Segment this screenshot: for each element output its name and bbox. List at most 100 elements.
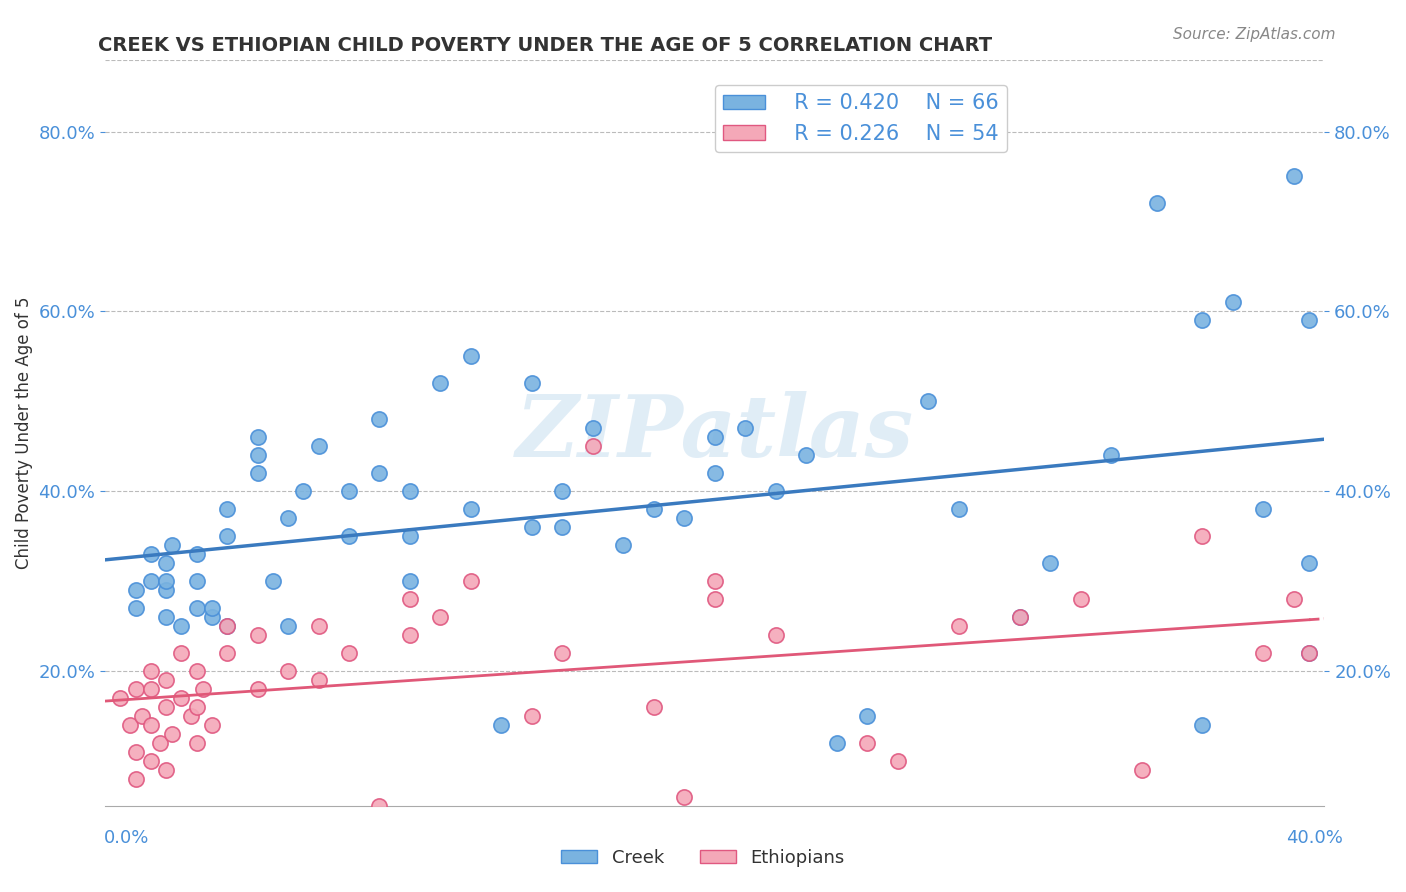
- Point: [551, 646, 574, 660]
- Y-axis label: Child Poverty Under the Age of 5: Child Poverty Under the Age of 5: [15, 296, 32, 569]
- Point: [217, 619, 239, 633]
- Point: [139, 681, 162, 696]
- Point: [217, 529, 239, 543]
- Point: [217, 646, 239, 660]
- Text: ZIPatlas: ZIPatlas: [516, 391, 914, 475]
- Point: [308, 619, 330, 633]
- Point: [155, 582, 177, 597]
- Point: [124, 681, 146, 696]
- Point: [217, 502, 239, 516]
- Point: [186, 547, 208, 561]
- Point: [337, 646, 360, 660]
- Point: [1008, 610, 1031, 624]
- Point: [886, 754, 908, 768]
- Point: [734, 421, 756, 435]
- Point: [703, 466, 725, 480]
- Point: [155, 610, 177, 624]
- Point: [131, 708, 153, 723]
- Point: [399, 529, 422, 543]
- Point: [1099, 448, 1122, 462]
- Point: [201, 717, 224, 731]
- Point: [1298, 646, 1320, 660]
- Point: [160, 727, 183, 741]
- Text: Source: ZipAtlas.com: Source: ZipAtlas.com: [1173, 27, 1336, 42]
- Point: [1130, 763, 1153, 777]
- Point: [337, 529, 360, 543]
- Point: [703, 430, 725, 444]
- Point: [186, 664, 208, 678]
- Point: [368, 466, 391, 480]
- Point: [856, 736, 879, 750]
- Point: [460, 502, 482, 516]
- Point: [1253, 502, 1275, 516]
- Point: [460, 574, 482, 588]
- Point: [308, 673, 330, 687]
- Point: [308, 439, 330, 453]
- Point: [399, 574, 422, 588]
- Legend:   R = 0.420    N = 66,   R = 0.226    N = 54: R = 0.420 N = 66, R = 0.226 N = 54: [714, 85, 1008, 152]
- Point: [794, 448, 817, 462]
- Point: [460, 349, 482, 363]
- Point: [118, 717, 141, 731]
- Point: [191, 681, 214, 696]
- Point: [201, 610, 224, 624]
- Point: [399, 483, 422, 498]
- Point: [246, 448, 269, 462]
- Point: [277, 664, 299, 678]
- Point: [491, 717, 513, 731]
- Point: [292, 483, 315, 498]
- Point: [160, 538, 183, 552]
- Point: [1298, 646, 1320, 660]
- Point: [368, 798, 391, 813]
- Point: [155, 556, 177, 570]
- Point: [139, 717, 162, 731]
- Point: [1298, 313, 1320, 327]
- Point: [643, 502, 665, 516]
- Point: [124, 600, 146, 615]
- Point: [179, 708, 201, 723]
- Point: [277, 511, 299, 525]
- Point: [139, 547, 162, 561]
- Point: [186, 574, 208, 588]
- Point: [170, 619, 193, 633]
- Point: [429, 610, 451, 624]
- Point: [703, 591, 725, 606]
- Point: [1298, 556, 1320, 570]
- Point: [520, 520, 543, 534]
- Point: [520, 708, 543, 723]
- Point: [170, 690, 193, 705]
- Point: [765, 628, 787, 642]
- Point: [643, 699, 665, 714]
- Point: [551, 520, 574, 534]
- Point: [1070, 591, 1092, 606]
- Point: [948, 502, 970, 516]
- Point: [429, 376, 451, 391]
- Point: [217, 619, 239, 633]
- Point: [551, 483, 574, 498]
- Point: [1039, 556, 1062, 570]
- Point: [170, 646, 193, 660]
- Text: 0.0%: 0.0%: [104, 830, 149, 847]
- Point: [186, 600, 208, 615]
- Point: [1253, 646, 1275, 660]
- Point: [155, 673, 177, 687]
- Point: [1191, 717, 1213, 731]
- Point: [520, 376, 543, 391]
- Point: [1008, 610, 1031, 624]
- Point: [155, 699, 177, 714]
- Point: [124, 772, 146, 786]
- Point: [246, 466, 269, 480]
- Point: [399, 628, 422, 642]
- Point: [856, 708, 879, 723]
- Point: [139, 664, 162, 678]
- Point: [337, 483, 360, 498]
- Point: [149, 736, 172, 750]
- Text: 40.0%: 40.0%: [1286, 830, 1343, 847]
- Point: [948, 619, 970, 633]
- Point: [110, 690, 132, 705]
- Point: [1191, 529, 1213, 543]
- Point: [1191, 313, 1213, 327]
- Point: [277, 619, 299, 633]
- Point: [1222, 295, 1244, 310]
- Point: [399, 591, 422, 606]
